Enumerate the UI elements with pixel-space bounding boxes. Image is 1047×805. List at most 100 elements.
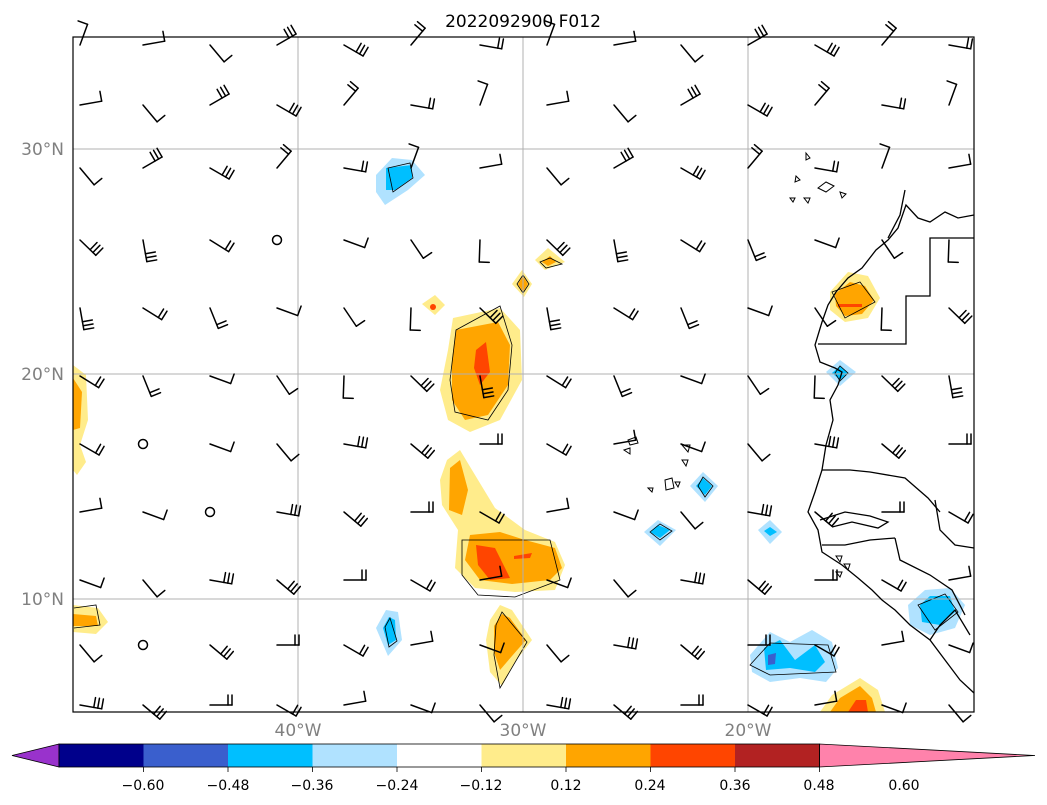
wind-barb — [546, 375, 572, 389]
calm-circle — [271, 234, 283, 246]
wind-barb — [342, 375, 354, 400]
wind-barb — [410, 97, 436, 110]
colorbar-label: 0.24 — [634, 778, 665, 794]
wind-barb — [410, 443, 436, 459]
wind-barb — [813, 375, 825, 400]
island-cape-verde-2 — [622, 447, 631, 455]
wind-barb — [881, 97, 907, 110]
barb-feather — [826, 319, 837, 327]
barb-feather — [99, 497, 103, 509]
wind-barb — [408, 143, 420, 169]
colorbar: −0.60 −0.48 −0.36 −0.24 −0.12 0.12 0.24 … — [11, 743, 1036, 794]
barb-feather — [768, 505, 773, 517]
barb-feather — [493, 714, 503, 723]
colorbar-segment — [59, 744, 144, 767]
barb-feather — [686, 320, 698, 326]
contour-line-f — [749, 642, 837, 676]
barb-feather — [89, 241, 98, 251]
barb-feather — [152, 705, 161, 715]
wind-barb — [209, 84, 230, 106]
wind-barb — [479, 433, 503, 445]
barb-feather — [753, 143, 763, 152]
barb-feather — [753, 252, 765, 258]
colorbar-label: 0.48 — [803, 778, 834, 794]
barb-shaft — [142, 511, 165, 521]
barb-feather — [286, 26, 294, 37]
wind-barb — [479, 704, 503, 723]
wind-barb — [343, 511, 369, 527]
map-area — [72, 20, 975, 723]
barb-shaft — [613, 40, 637, 46]
barb-feather — [965, 37, 970, 49]
contour-lines — [73, 162, 959, 690]
barb-feather — [958, 309, 967, 319]
colorbar-label: −0.48 — [207, 778, 250, 794]
colorbar-arrow-left — [11, 743, 60, 768]
barb-feather — [560, 696, 564, 709]
wind-barb — [747, 634, 771, 646]
barb-feather — [286, 580, 295, 590]
barb-feather — [282, 143, 292, 152]
barb-feather — [362, 46, 369, 57]
barb-shaft — [948, 644, 971, 654]
wind-barb — [680, 307, 700, 330]
wind-barb — [479, 375, 495, 399]
barb-feather — [93, 177, 103, 186]
barb-shaft — [680, 375, 703, 385]
wind-barb — [79, 443, 105, 456]
barb-feather — [148, 388, 160, 394]
barb-feather — [430, 702, 436, 714]
barb-feather — [430, 630, 434, 642]
barb-feather — [879, 143, 891, 149]
barb-shaft — [881, 704, 904, 714]
barb-feather — [834, 237, 840, 249]
barb-shaft — [479, 644, 502, 654]
barb-feather — [556, 241, 565, 251]
wind-barb — [79, 307, 95, 331]
wind-barb — [613, 375, 633, 398]
barb-feather — [895, 447, 903, 457]
barb-feather — [820, 80, 830, 89]
wind-barb — [814, 511, 840, 527]
wind-barb — [546, 644, 570, 663]
barb-feather — [219, 645, 228, 655]
barb-feather — [566, 90, 570, 102]
barb-feather — [764, 504, 769, 516]
island-cape-verde-7 — [674, 481, 681, 489]
barb-shaft — [880, 307, 883, 331]
barb-feather — [223, 571, 227, 584]
barb-shaft — [814, 239, 837, 249]
barb-feather — [567, 698, 572, 710]
barb-feather — [156, 708, 164, 718]
barb-shaft — [613, 579, 629, 598]
barb-feather — [349, 80, 359, 89]
barb-feather — [630, 710, 639, 720]
wind-barb — [680, 165, 706, 180]
wind-barb — [613, 147, 634, 169]
barb-feather — [156, 114, 166, 123]
barb-feather — [94, 376, 102, 387]
barb-feather — [99, 577, 105, 589]
barb-feather — [229, 373, 235, 385]
wind-barb — [680, 84, 701, 106]
wind-barb — [680, 511, 704, 530]
wind-barb — [814, 569, 838, 581]
barb-feather — [627, 147, 634, 158]
lon-label-40w: 40°W — [275, 721, 322, 741]
barb-feather — [896, 579, 904, 590]
barb-shaft — [79, 23, 89, 46]
contour-line-l — [697, 476, 714, 498]
barb-shaft — [948, 575, 972, 581]
wind-barb — [343, 80, 359, 106]
barb-feather — [560, 654, 570, 663]
wind-barb — [343, 644, 369, 657]
barb-feather — [963, 511, 971, 522]
wind-barb — [142, 307, 168, 321]
lat-label-30n: 30°N — [21, 140, 64, 160]
wind-barb — [613, 307, 639, 321]
barb-feather — [360, 436, 365, 448]
barb-feather — [416, 20, 426, 29]
wind-barb — [271, 234, 283, 246]
wind-barb — [209, 441, 235, 453]
